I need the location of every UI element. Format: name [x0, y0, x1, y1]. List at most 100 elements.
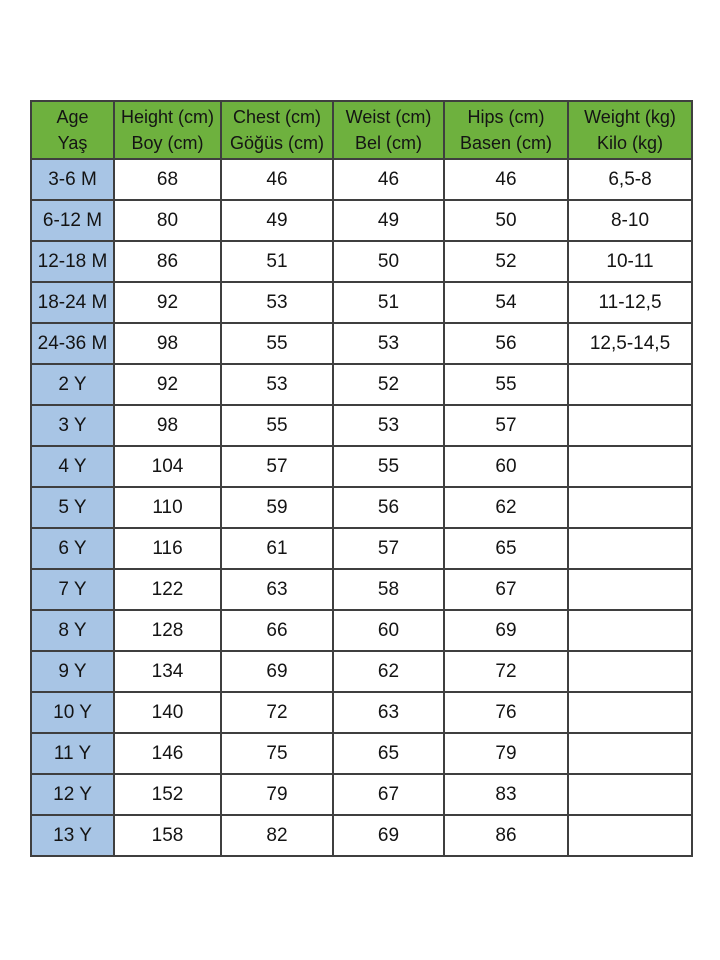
- chest-cell: 57: [220, 445, 334, 489]
- age-cell: 3-6 M: [30, 158, 115, 202]
- weight-cell: [567, 691, 693, 735]
- table-row: 9 Y 134 69 62 72: [30, 650, 693, 694]
- table-row: 24-36 M 98 55 53 56 12,5-14,5: [30, 322, 693, 366]
- age-cell: 11 Y: [30, 732, 115, 776]
- height-cell: 98: [113, 322, 222, 366]
- chest-cell: 51: [220, 240, 334, 284]
- hips-cell: 50: [443, 199, 569, 243]
- waist-cell: 62: [332, 650, 445, 694]
- height-cell: 152: [113, 773, 222, 817]
- col-header-waist: Weist (cm) Bel (cm): [332, 99, 445, 161]
- hips-cell: 86: [443, 814, 569, 858]
- waist-cell: 58: [332, 568, 445, 612]
- table-row: 11 Y 146 75 65 79: [30, 732, 693, 776]
- hips-cell: 69: [443, 609, 569, 653]
- height-cell: 104: [113, 445, 222, 489]
- age-cell: 5 Y: [30, 486, 115, 530]
- col-header-weight: Weight (kg) Kilo (kg): [567, 99, 693, 161]
- col-header-chest-en: Chest (cm): [232, 107, 321, 127]
- chest-cell: 79: [220, 773, 334, 817]
- chest-cell: 61: [220, 527, 334, 571]
- age-cell: 18-24 M: [30, 281, 115, 325]
- height-cell: 92: [113, 281, 222, 325]
- age-cell: 2 Y: [30, 363, 115, 407]
- hips-cell: 83: [443, 773, 569, 817]
- weight-cell: 10-11: [567, 240, 693, 284]
- col-header-height-tr: Boy (cm): [131, 133, 204, 154]
- hips-cell: 65: [443, 527, 569, 571]
- col-header-chest: Chest (cm) Göğüs (cm): [220, 99, 334, 161]
- table-row: 18-24 M 92 53 51 54 11-12,5: [30, 281, 693, 325]
- table-row: 3 Y 98 55 53 57: [30, 404, 693, 448]
- waist-cell: 46: [332, 158, 445, 202]
- waist-cell: 49: [332, 199, 445, 243]
- chest-cell: 63: [220, 568, 334, 612]
- col-header-height-en: Height (cm): [120, 107, 214, 127]
- weight-cell: [567, 527, 693, 571]
- col-header-hips-en: Hips (cm): [467, 107, 545, 127]
- waist-cell: 52: [332, 363, 445, 407]
- weight-cell: 6,5-8: [567, 158, 693, 202]
- age-cell: 9 Y: [30, 650, 115, 694]
- col-header-age: Age Yaş: [30, 99, 115, 161]
- chest-cell: 49: [220, 199, 334, 243]
- waist-cell: 57: [332, 527, 445, 571]
- waist-cell: 55: [332, 445, 445, 489]
- chest-cell: 72: [220, 691, 334, 735]
- table-row: 4 Y 104 57 55 60: [30, 445, 693, 489]
- weight-cell: [567, 814, 693, 858]
- chest-cell: 82: [220, 814, 334, 858]
- waist-cell: 50: [332, 240, 445, 284]
- weight-cell: [567, 650, 693, 694]
- waist-cell: 67: [332, 773, 445, 817]
- table-row: 7 Y 122 63 58 67: [30, 568, 693, 612]
- chest-cell: 53: [220, 281, 334, 325]
- waist-cell: 51: [332, 281, 445, 325]
- weight-cell: [567, 732, 693, 776]
- age-cell: 3 Y: [30, 404, 115, 448]
- hips-cell: 76: [443, 691, 569, 735]
- col-header-weight-en: Weight (kg): [584, 107, 676, 127]
- waist-cell: 63: [332, 691, 445, 735]
- weight-cell: [567, 445, 693, 489]
- age-cell: 7 Y: [30, 568, 115, 612]
- hips-cell: 46: [443, 158, 569, 202]
- chest-cell: 69: [220, 650, 334, 694]
- weight-cell: [567, 486, 693, 530]
- weight-cell: [567, 568, 693, 612]
- height-cell: 134: [113, 650, 222, 694]
- hips-cell: 67: [443, 568, 569, 612]
- col-header-age-tr: Yaş: [57, 133, 88, 154]
- height-cell: 122: [113, 568, 222, 612]
- weight-cell: 12,5-14,5: [567, 322, 693, 366]
- height-cell: 140: [113, 691, 222, 735]
- chest-cell: 46: [220, 158, 334, 202]
- header-row: Age Yaş Height (cm) Boy (cm) Chest (cm) …: [30, 99, 693, 161]
- weight-cell: [567, 773, 693, 817]
- table-row: 12-18 M 86 51 50 52 10-11: [30, 240, 693, 284]
- age-cell: 12-18 M: [30, 240, 115, 284]
- waist-cell: 60: [332, 609, 445, 653]
- age-cell: 24-36 M: [30, 322, 115, 366]
- weight-cell: [567, 363, 693, 407]
- col-header-waist-tr: Bel (cm): [355, 133, 422, 154]
- table-row: 6-12 M 80 49 49 50 8-10: [30, 199, 693, 243]
- hips-cell: 54: [443, 281, 569, 325]
- col-header-hips: Hips (cm) Basen (cm): [443, 99, 569, 161]
- col-header-hips-tr: Basen (cm): [459, 133, 553, 154]
- col-header-height: Height (cm) Boy (cm): [113, 99, 222, 161]
- age-cell: 6-12 M: [30, 199, 115, 243]
- table-row: 10 Y 140 72 63 76: [30, 691, 693, 735]
- col-header-chest-tr: Göğüs (cm): [229, 133, 325, 154]
- table-row: 13 Y 158 82 69 86: [30, 814, 693, 858]
- waist-cell: 65: [332, 732, 445, 776]
- age-cell: 10 Y: [30, 691, 115, 735]
- chest-cell: 55: [220, 404, 334, 448]
- chest-cell: 55: [220, 322, 334, 366]
- chest-cell: 66: [220, 609, 334, 653]
- table-row: 5 Y 110 59 56 62: [30, 486, 693, 530]
- col-header-waist-en: Weist (cm): [345, 107, 432, 127]
- hips-cell: 62: [443, 486, 569, 530]
- table-row: 12 Y 152 79 67 83: [30, 773, 693, 817]
- age-cell: 12 Y: [30, 773, 115, 817]
